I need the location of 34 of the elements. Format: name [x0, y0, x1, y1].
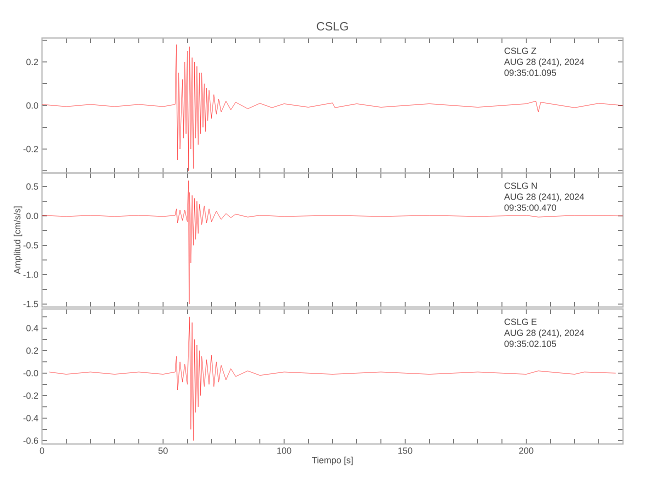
annotation: 09:35:00.470 — [504, 204, 556, 211]
line-series — [49, 316, 616, 441]
y-tick-label: 0.5 — [26, 183, 38, 190]
y-tick-label: -1.5 — [23, 300, 38, 308]
y-tick-label: 0.4 — [26, 324, 38, 332]
y-tick-label: -0.4 — [23, 414, 38, 422]
x-axis-title: Tiempo [s] — [312, 456, 353, 466]
annotation: CSLG Z — [504, 48, 536, 54]
annotation: CSLG N — [504, 182, 537, 189]
y-tick-label: -0.5 — [23, 242, 38, 248]
annotation: CSLG E — [504, 318, 537, 326]
y-tick-label: -0.6 — [23, 437, 38, 444]
y-tick-label: -0.0 — [23, 370, 38, 376]
x-tick-label: 200 — [519, 448, 534, 454]
y-tick-label: -0.2 — [23, 146, 38, 152]
line-series — [42, 180, 624, 304]
annotation: AUG 28 (241), 2024 — [504, 329, 584, 338]
y-tick-label: 0.2 — [26, 58, 38, 66]
y-tick-label: 0.0 — [26, 102, 38, 109]
chart-title: CSLG — [316, 22, 348, 30]
annotation: AUG 28 (241), 2024 — [504, 58, 584, 67]
y-tick-label: 0.2 — [26, 347, 38, 354]
x-tick-label: 0 — [40, 448, 44, 454]
y-axis-title: Amplitud [cm/s/s] — [14, 206, 22, 274]
line-series — [42, 44, 624, 171]
x-tick-label: 100 — [277, 448, 292, 454]
annotation: AUG 28 (241), 2024 — [504, 193, 584, 202]
annotation: 09:35:02.105 — [504, 340, 556, 347]
x-tick-label: 150 — [398, 448, 412, 454]
x-tick-label: 50 — [158, 448, 168, 454]
y-tick-label: 0.0 — [26, 212, 38, 220]
y-tick-label: -1.0 — [23, 271, 38, 278]
annotation: 09:35:01.095 — [504, 70, 556, 76]
y-tick-label: -0.2 — [23, 392, 38, 399]
